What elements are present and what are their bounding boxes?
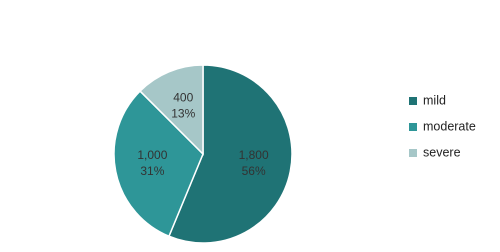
percent-label: 31% bbox=[140, 164, 164, 178]
data-label: 1,000 bbox=[137, 148, 167, 162]
pie-slice bbox=[139, 64, 204, 156]
data-label: 400 bbox=[173, 90, 193, 104]
legend-label: severe bbox=[423, 145, 461, 159]
pie-slice bbox=[113, 90, 204, 238]
legend-swatch bbox=[409, 123, 417, 131]
legend-label: moderate bbox=[423, 119, 476, 133]
legend-swatch bbox=[409, 97, 417, 105]
legend-label: mild bbox=[423, 93, 446, 107]
percent-label: 56% bbox=[242, 164, 266, 178]
percent-label: 13% bbox=[171, 106, 195, 120]
legend-swatch bbox=[409, 149, 417, 157]
data-label: 1,800 bbox=[239, 148, 269, 162]
pie-slice bbox=[167, 64, 293, 244]
